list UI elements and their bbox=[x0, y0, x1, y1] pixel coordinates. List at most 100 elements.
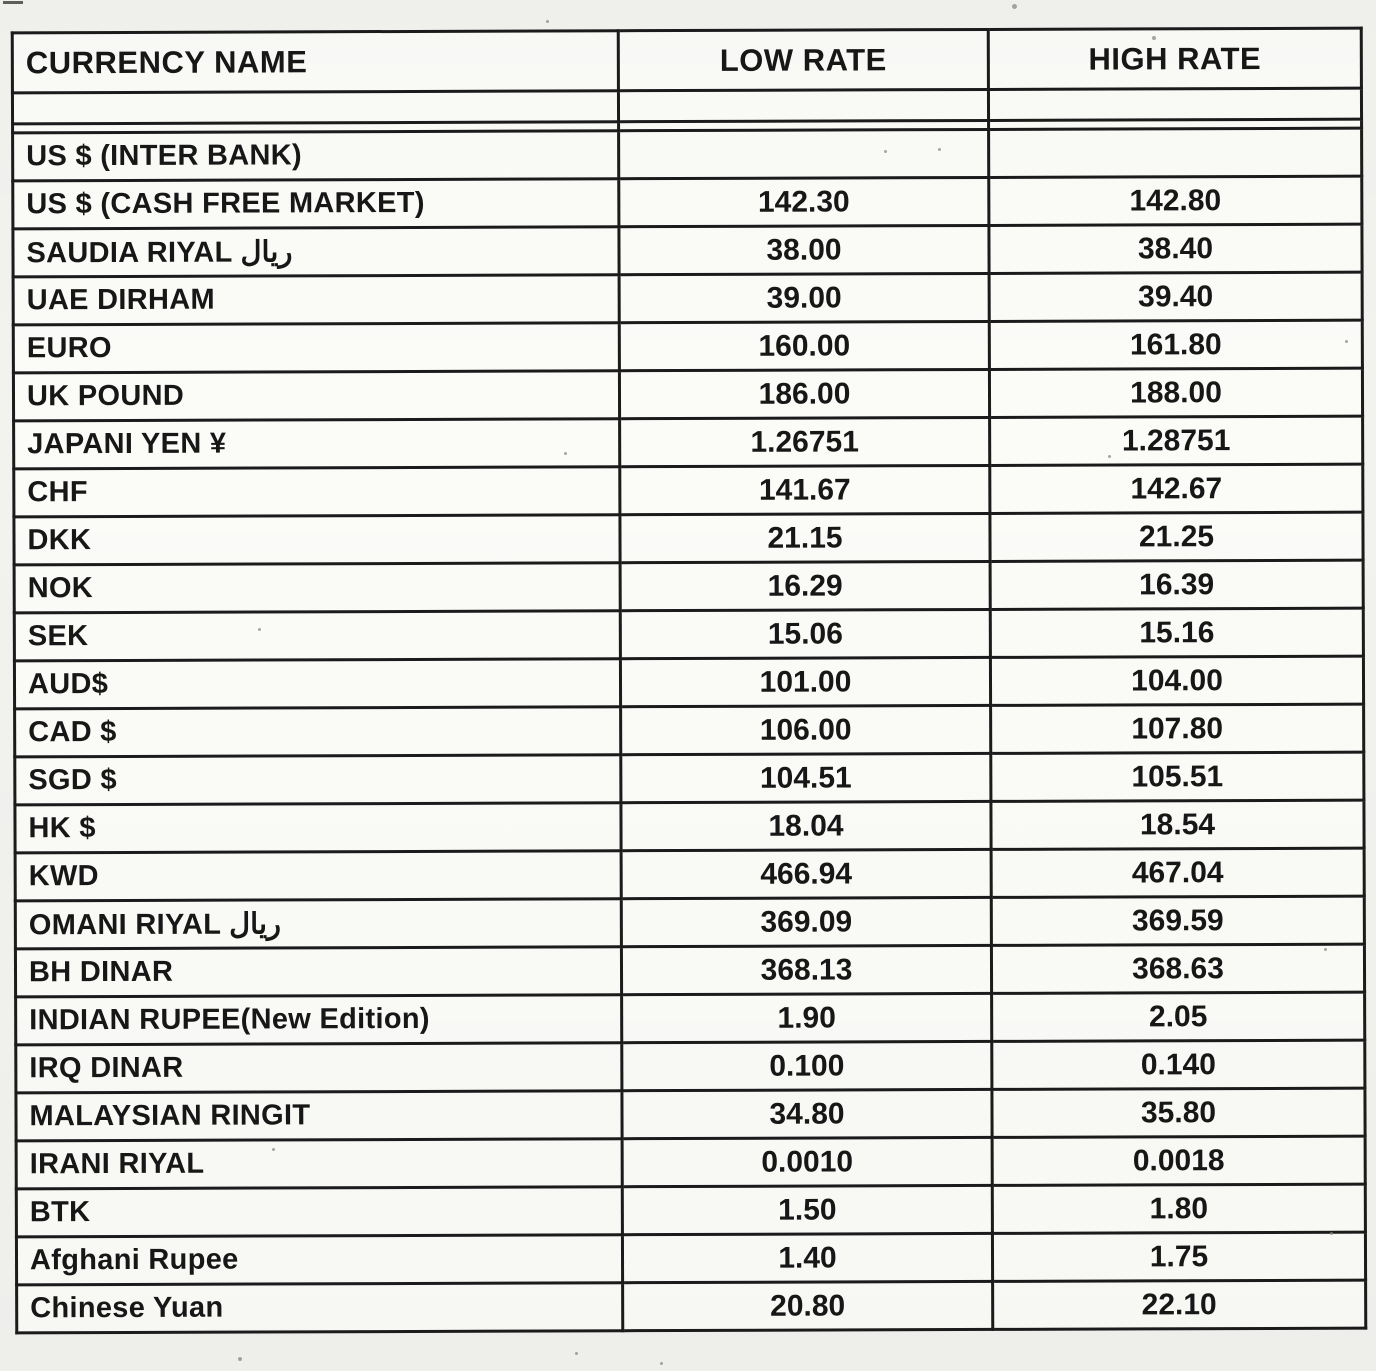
currency-name-cell: Chinese Yuan bbox=[16, 1282, 623, 1333]
high-rate-cell: 1.80 bbox=[992, 1184, 1366, 1234]
scan-speck bbox=[258, 628, 261, 631]
spacer-row bbox=[12, 88, 1362, 124]
currency-name-cell: EURO bbox=[13, 322, 620, 373]
high-rate-cell: 21.25 bbox=[989, 512, 1364, 562]
low-rate-cell: 186.00 bbox=[619, 369, 990, 419]
currency-name-cell: IRANI RIYAL bbox=[16, 1138, 623, 1189]
high-rate-cell: 38.40 bbox=[988, 224, 1363, 274]
low-rate-cell: 101.00 bbox=[620, 657, 991, 707]
scan-speck bbox=[1012, 4, 1017, 9]
currency-name-cell: INDIAN RUPEE(New Edition) bbox=[15, 994, 622, 1045]
low-rate-cell: 18.04 bbox=[620, 801, 992, 851]
header-row: CURRENCY NAME LOW RATE HIGH RATE bbox=[12, 28, 1362, 93]
scan-speck bbox=[1330, 1232, 1333, 1235]
low-rate-cell: 0.100 bbox=[621, 1041, 992, 1091]
spacer-cell bbox=[12, 90, 619, 124]
table-row: AUD$ 101.00 104.00 bbox=[14, 656, 1364, 709]
table-row: NOK 16.29 16.39 bbox=[14, 560, 1364, 613]
table-row: IRANI RIYAL 0.0010 0.0018 bbox=[16, 1136, 1366, 1189]
table-row: SGD $ 104.51 105.51 bbox=[14, 752, 1364, 805]
high-rate-cell: 142.67 bbox=[989, 464, 1363, 514]
scan-speck bbox=[938, 148, 941, 151]
currency-name-cell: UAE DIRHAM bbox=[13, 274, 620, 325]
high-rate-cell: 142.80 bbox=[988, 176, 1362, 226]
table-row: DKK 21.15 21.25 bbox=[13, 512, 1364, 565]
scan-speck bbox=[1108, 455, 1111, 458]
currency-name-cell: SGD $ bbox=[14, 754, 621, 805]
currency-name-cell: US $ (INTER BANK) bbox=[12, 130, 619, 181]
scan-speck bbox=[1345, 340, 1348, 343]
high-rate-cell: 107.80 bbox=[990, 704, 1364, 754]
low-rate-cell: 160.00 bbox=[619, 321, 990, 371]
table-row: KWD 466.94 467.04 bbox=[15, 848, 1365, 901]
high-rate-cell: 16.39 bbox=[990, 560, 1364, 610]
table-row: Chinese Yuan 20.80 22.10 bbox=[16, 1280, 1366, 1333]
column-header-high-rate: HIGH RATE bbox=[988, 28, 1362, 90]
table-row: IRQ DINAR 0.100 0.140 bbox=[15, 1040, 1365, 1093]
table-row: CHF 141.67 142.67 bbox=[13, 464, 1363, 517]
table-row: BTK 1.50 1.80 bbox=[16, 1184, 1366, 1237]
currency-name-cell: DKK bbox=[13, 514, 621, 565]
currency-name-cell: US $ (CASH FREE MARKET) bbox=[12, 178, 619, 229]
table-row: OMANI RIYAL ريال 369.09 369.59 bbox=[15, 896, 1365, 949]
scan-speck bbox=[238, 1357, 242, 1361]
low-rate-cell: 369.09 bbox=[621, 897, 992, 947]
low-rate-cell: 1.50 bbox=[622, 1185, 993, 1235]
table-row: US $ (CASH FREE MARKET) 142.30 142.80 bbox=[12, 176, 1362, 229]
spacer-cell bbox=[988, 88, 1362, 121]
table-row: HK $ 18.04 18.54 bbox=[14, 800, 1365, 853]
scan-speck bbox=[564, 452, 567, 455]
table-row: UAE DIRHAM 39.00 39.40 bbox=[13, 272, 1363, 325]
low-rate-cell: 21.15 bbox=[619, 513, 991, 563]
table-row: BH DINAR 368.13 368.63 bbox=[15, 944, 1365, 997]
high-rate-cell: 104.00 bbox=[990, 656, 1364, 706]
high-rate-cell: 39.40 bbox=[989, 272, 1363, 322]
high-rate-cell: 105.51 bbox=[990, 752, 1364, 802]
currency-name-cell: SAUDIA RIYAL ريال bbox=[12, 226, 620, 277]
currency-name-cell: OMANI RIYAL ريال bbox=[15, 898, 622, 949]
high-rate-cell: 15.16 bbox=[990, 608, 1364, 658]
table-row: Afghani Rupee 1.40 1.75 bbox=[16, 1232, 1366, 1285]
spacer-cell bbox=[618, 89, 989, 122]
currency-name-cell: KWD bbox=[15, 850, 622, 901]
table-row: UK POUND 186.00 188.00 bbox=[13, 368, 1363, 421]
currency-name-cell: BH DINAR bbox=[15, 946, 622, 997]
low-rate-cell bbox=[618, 129, 989, 179]
low-rate-cell: 16.29 bbox=[620, 561, 991, 611]
table-row: SAUDIA RIYAL ريال 38.00 38.40 bbox=[12, 224, 1363, 277]
low-rate-cell: 34.80 bbox=[621, 1089, 993, 1139]
column-header-low-rate: LOW RATE bbox=[618, 29, 989, 91]
scan-speck bbox=[1324, 948, 1327, 951]
currency-name-cell: JAPANI YEN ¥ bbox=[13, 418, 620, 469]
low-rate-cell: 142.30 bbox=[618, 177, 989, 227]
currency-name-cell: BTK bbox=[16, 1186, 623, 1237]
currency-name-cell: SEK bbox=[14, 610, 621, 661]
high-rate-cell: 18.54 bbox=[990, 800, 1365, 850]
currency-name-cell: AUD$ bbox=[14, 658, 621, 709]
currency-name-cell: NOK bbox=[14, 562, 621, 613]
low-rate-cell: 104.51 bbox=[620, 753, 991, 803]
currency-name-cell: Afghani Rupee bbox=[16, 1234, 623, 1285]
currency-rates-table: CURRENCY NAME LOW RATE HIGH RATE US $ (I… bbox=[11, 27, 1368, 1335]
high-rate-cell: 467.04 bbox=[991, 848, 1365, 898]
currency-name-cell: CHF bbox=[13, 466, 620, 517]
scan-speck bbox=[575, 1352, 578, 1355]
currency-name-cell: IRQ DINAR bbox=[15, 1042, 622, 1093]
low-rate-cell: 20.80 bbox=[622, 1281, 993, 1331]
high-rate-cell: 1.75 bbox=[992, 1232, 1366, 1282]
scan-speck bbox=[272, 1148, 275, 1151]
currency-name-cell: HK $ bbox=[14, 802, 622, 853]
high-rate-cell bbox=[988, 128, 1362, 178]
high-rate-cell: 369.59 bbox=[991, 896, 1365, 946]
low-rate-cell: 141.67 bbox=[619, 465, 990, 515]
high-rate-cell: 1.28751 bbox=[989, 416, 1363, 466]
table-row: US $ (INTER BANK) bbox=[12, 128, 1362, 181]
low-rate-cell: 1.26751 bbox=[619, 417, 990, 467]
scan-speck bbox=[546, 20, 549, 23]
currency-name-cell: MALAYSIAN RINGIT bbox=[15, 1090, 623, 1141]
high-rate-cell: 0.140 bbox=[991, 1040, 1365, 1090]
low-rate-cell: 1.40 bbox=[622, 1233, 993, 1283]
scan-speck bbox=[884, 150, 887, 153]
low-rate-cell: 0.0010 bbox=[622, 1137, 993, 1187]
